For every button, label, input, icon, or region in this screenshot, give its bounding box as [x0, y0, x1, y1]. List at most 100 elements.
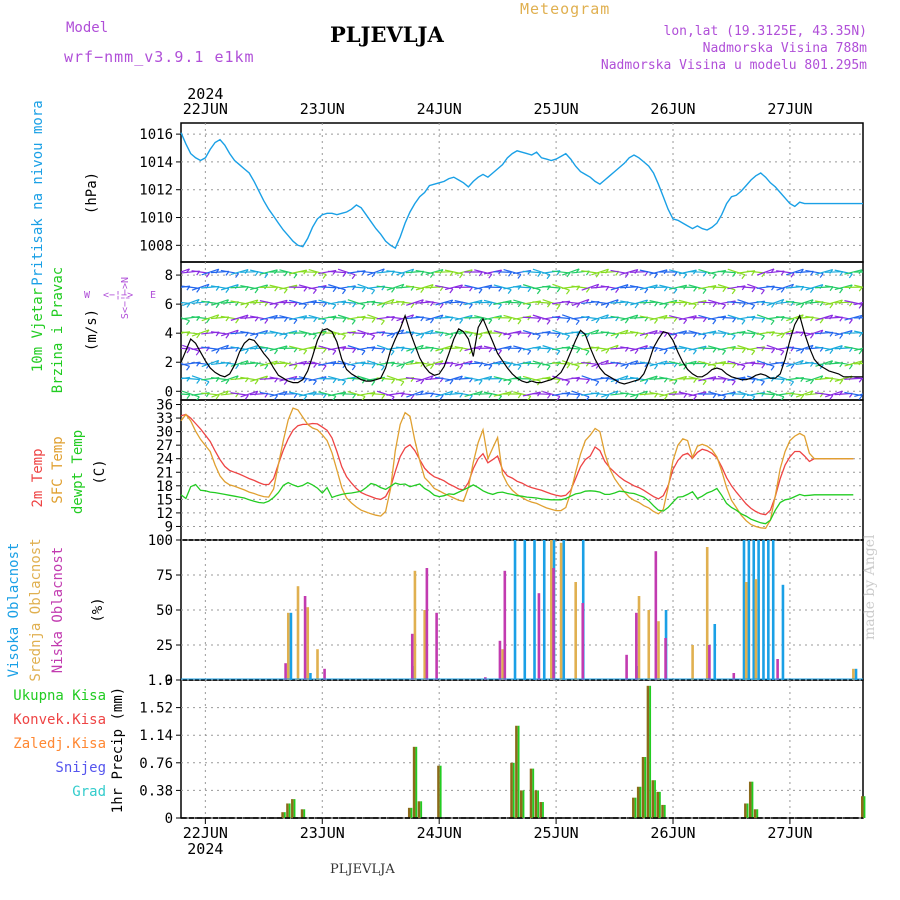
wind-barb [747, 329, 765, 337]
wind-barb [698, 330, 717, 336]
wind-barb [478, 317, 483, 322]
wind-barb [186, 394, 191, 399]
wind-barb [561, 360, 580, 367]
wind-barb [181, 376, 190, 380]
wind-barb [488, 347, 493, 353]
wind-barb [702, 380, 707, 386]
wind-barb [809, 288, 814, 294]
wind-barb [585, 350, 590, 356]
y-tick-label: 4 [165, 326, 173, 342]
precip-bar [861, 796, 864, 818]
wind-barb [308, 360, 327, 367]
wind-barb [585, 287, 590, 293]
wind-barb [371, 381, 376, 386]
wind-barb [215, 348, 220, 354]
x-tick-label: 23JUN [300, 100, 345, 118]
wind-barb [513, 391, 531, 397]
wind-barb [741, 320, 746, 325]
wind-barb [195, 350, 200, 356]
wind-barb [371, 272, 376, 278]
wind-barb [259, 269, 278, 275]
precip-bar [407, 807, 411, 818]
precip-legend-item: Snijeg [55, 760, 106, 776]
wind-barb [332, 378, 337, 384]
wind-barb [542, 377, 561, 380]
wind-barb [546, 331, 551, 336]
wind-barb [371, 318, 376, 323]
cloud-bar [296, 586, 300, 680]
wind-barb [483, 315, 502, 321]
y-tick-label: 6 [165, 297, 173, 313]
wind-barb [347, 361, 366, 366]
wind-barb [361, 315, 366, 321]
y-tick-label: 25 [156, 638, 173, 654]
wind-barb [571, 298, 590, 307]
wind-barb [673, 362, 678, 368]
wind-barb [366, 376, 385, 381]
wind-barb [357, 316, 376, 320]
wind-barb [298, 271, 317, 273]
wind-barb [727, 393, 746, 395]
wind-barb [429, 273, 434, 278]
wind-barb [854, 393, 863, 398]
wind-barb [819, 273, 824, 278]
wind-barb [761, 346, 766, 352]
precip-bar [517, 725, 520, 818]
wind-barb [493, 284, 512, 291]
wind-barb [483, 269, 502, 275]
wind-barb [235, 364, 240, 370]
chart-kind: Meteogram [520, 0, 611, 18]
wind-barb [673, 317, 678, 322]
wind-barb [795, 390, 814, 398]
wind-barb [308, 284, 327, 290]
wind-barb [459, 273, 464, 279]
wind-barb [513, 315, 531, 321]
wind-barb [839, 379, 844, 385]
wind-barb [508, 363, 512, 368]
wind-barb [332, 304, 337, 310]
wind-barb [858, 286, 863, 292]
wind-barb [361, 333, 366, 338]
wind-barb [508, 271, 512, 277]
wind-barb [435, 390, 453, 398]
cloud-bar [691, 645, 694, 680]
wind-barb [225, 333, 230, 339]
wind-barb [590, 392, 609, 396]
axis-label-pressure: Pritisak na nivou mora [30, 100, 46, 285]
wind-barb [322, 348, 327, 353]
y-tick-label: 1012 [139, 183, 173, 199]
wind-barb [303, 395, 308, 400]
y-tick-label: 75 [156, 568, 173, 584]
wind-barb [809, 379, 814, 385]
wind-barb [761, 392, 766, 397]
wind-barb [546, 348, 551, 354]
precip-bar [510, 762, 513, 818]
wind-barb [449, 379, 454, 385]
wind-barb [211, 390, 229, 398]
wind-barb [542, 345, 561, 352]
precip-bar [300, 809, 304, 818]
wind-barb [532, 268, 551, 276]
wind-barb [770, 320, 775, 326]
wind-barb [347, 377, 366, 380]
wind-barb [196, 333, 201, 339]
pressure-line [180, 132, 863, 250]
wind-barb [741, 302, 746, 308]
wind-barb [839, 271, 844, 277]
wind-barb [244, 394, 249, 400]
wind-barb [566, 272, 571, 278]
wind-barb [322, 365, 327, 371]
wind-barb [478, 334, 483, 340]
wind-barb [269, 299, 288, 306]
wind-barb [854, 284, 863, 288]
precip-bar [415, 746, 418, 818]
precip-bar [437, 765, 440, 818]
wind-barb [566, 318, 571, 323]
cloud-bar [762, 540, 765, 680]
wind-barb [181, 317, 190, 322]
wind-barb [513, 299, 531, 306]
wind-barb [737, 390, 755, 398]
wind-barb [191, 361, 210, 366]
precip-bar [417, 801, 421, 818]
wind-barb [844, 360, 863, 367]
